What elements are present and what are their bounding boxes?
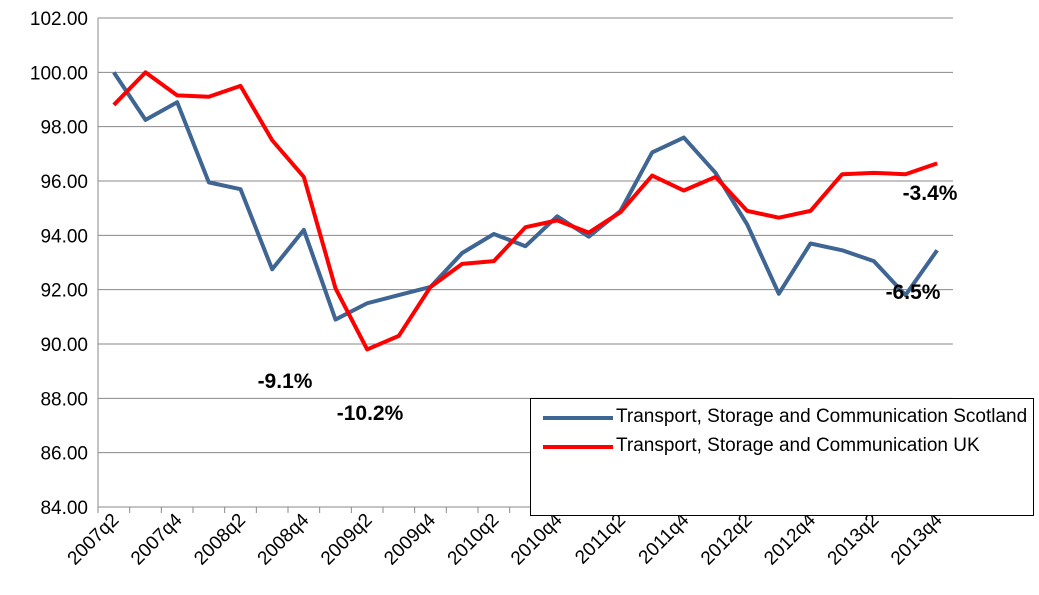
y-tick-label: 96.00 — [40, 172, 88, 193]
legend-swatch — [543, 445, 613, 449]
legend-label: Transport, Storage and Communication Sco… — [616, 406, 1028, 427]
annotation: -3.4% — [903, 182, 958, 205]
x-tick-label: 2013q2 — [824, 510, 884, 570]
y-tick-label: 84.00 — [40, 498, 88, 519]
y-tick-label: 100.00 — [30, 63, 88, 84]
y-tick-label: 94.00 — [40, 226, 88, 247]
x-tick-label: 2012q2 — [697, 510, 757, 570]
annotation: -6.5% — [886, 281, 941, 304]
x-tick-label: 2011q2 — [571, 510, 630, 569]
x-tick-label: 2011q4 — [635, 509, 694, 568]
y-tick-label: 86.00 — [40, 444, 88, 465]
x-tick-label: 2007q4 — [127, 509, 187, 569]
legend: Transport, Storage and Communication Sco… — [530, 398, 1034, 516]
y-tick-label: 88.00 — [40, 389, 88, 410]
x-tick-label: 2009q2 — [317, 510, 377, 570]
x-tick-label: 2010q4 — [507, 509, 567, 569]
annotation: -10.2% — [337, 402, 404, 425]
legend-entry: Transport, Storage and Communication Sco… — [531, 406, 1033, 428]
y-tick-label: 102.00 — [30, 9, 88, 30]
x-tick-label: 2013q4 — [887, 509, 947, 569]
x-tick-label: 2010q2 — [444, 510, 504, 570]
line-series — [112, 71, 939, 322]
x-tick-label: 2012q4 — [760, 509, 820, 569]
y-tick-label: 92.00 — [40, 281, 88, 302]
y-tick-label: 98.00 — [40, 118, 88, 139]
legend-label: Transport, Storage and Communication UK — [616, 435, 980, 456]
legend-entry: Transport, Storage and Communication UK — [531, 435, 1033, 457]
y-tick-label: 90.00 — [40, 335, 88, 356]
x-tick-label: 2008q4 — [254, 509, 314, 569]
annotation: -9.1% — [258, 370, 313, 393]
line-series — [112, 70, 938, 352]
legend-swatch — [543, 416, 613, 420]
x-tick-label: 2008q2 — [190, 510, 250, 570]
x-tick-label: 2009q4 — [380, 509, 440, 569]
